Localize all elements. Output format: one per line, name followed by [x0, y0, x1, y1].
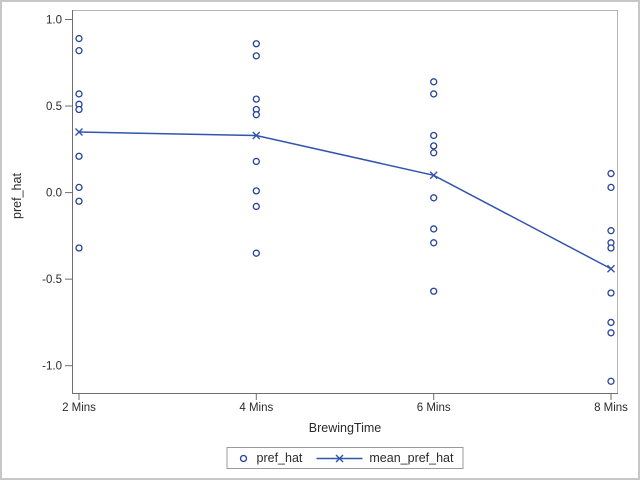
mean-marker-x — [75, 128, 83, 137]
scatter-point — [75, 34, 83, 43]
scatter-point — [607, 183, 615, 192]
scatter-point — [75, 183, 83, 192]
y-tick-label: -1.0 — [42, 361, 62, 373]
scatter-point — [430, 239, 438, 247]
mean-marker-x — [429, 171, 438, 180]
scatter-point — [252, 95, 260, 103]
scatter-point — [430, 149, 438, 157]
mean-line — [78, 131, 612, 270]
x-tick-label: 2 Mins — [62, 402, 96, 414]
scatter-point — [75, 244, 83, 252]
scatter-point — [430, 131, 438, 140]
axis-lines — [72, 10, 618, 394]
open-circle-marker-icon — [239, 454, 248, 463]
legend-item-mean-pref-hat: mean_pref_hat — [315, 451, 453, 465]
scatter-point — [607, 244, 615, 252]
plot-frame — [72, 10, 618, 394]
line-x-marker-icon — [316, 454, 363, 463]
scatter-point — [252, 157, 260, 166]
y-tick-label: 0.5 — [46, 101, 62, 113]
scatter-point — [430, 90, 438, 98]
scatter-point — [75, 105, 83, 114]
x-tick-label: 4 Mins — [239, 402, 273, 414]
legend: pref_hat mean_pref_hat — [226, 447, 464, 469]
y-axis-title: pref_hat — [10, 173, 24, 219]
scatter-point — [75, 152, 83, 160]
scatter-point — [607, 329, 615, 337]
x-axis-title: BrewingTime — [308, 421, 382, 435]
y-tick-label: -0.5 — [42, 274, 62, 286]
scatter-point — [252, 52, 260, 60]
mean-marker-x — [252, 131, 261, 140]
scatter-point — [252, 111, 260, 119]
scatter-point — [75, 90, 83, 98]
scatter-point — [252, 40, 260, 48]
scatter-point — [430, 78, 438, 86]
scatter-point — [430, 287, 438, 295]
scatter-point — [252, 249, 260, 257]
x-tick-label: 6 Mins — [417, 402, 451, 414]
scatter-point — [430, 225, 438, 233]
legend-label-mean-pref-hat: mean_pref_hat — [369, 451, 454, 465]
x-tick-label: 8 Mins — [594, 402, 628, 414]
scatter-point — [430, 142, 438, 150]
scatter-point — [607, 318, 615, 327]
scatter-point — [75, 47, 83, 55]
legend-item-pref-hat: pref_hat — [237, 451, 303, 465]
scatter-point — [252, 187, 260, 195]
scatter-point — [607, 227, 615, 235]
scatter-point — [607, 377, 615, 385]
y-tick-label: 0.0 — [46, 188, 62, 200]
scatter-point — [75, 197, 83, 205]
legend-label-pref-hat: pref_hat — [256, 451, 303, 465]
scatter-point — [607, 169, 615, 178]
y-tick-label: 1.0 — [46, 15, 62, 27]
mean-marker-x — [607, 264, 615, 273]
scatter-point — [607, 289, 615, 297]
scatter-point — [430, 194, 438, 202]
scatter-point — [252, 202, 260, 211]
